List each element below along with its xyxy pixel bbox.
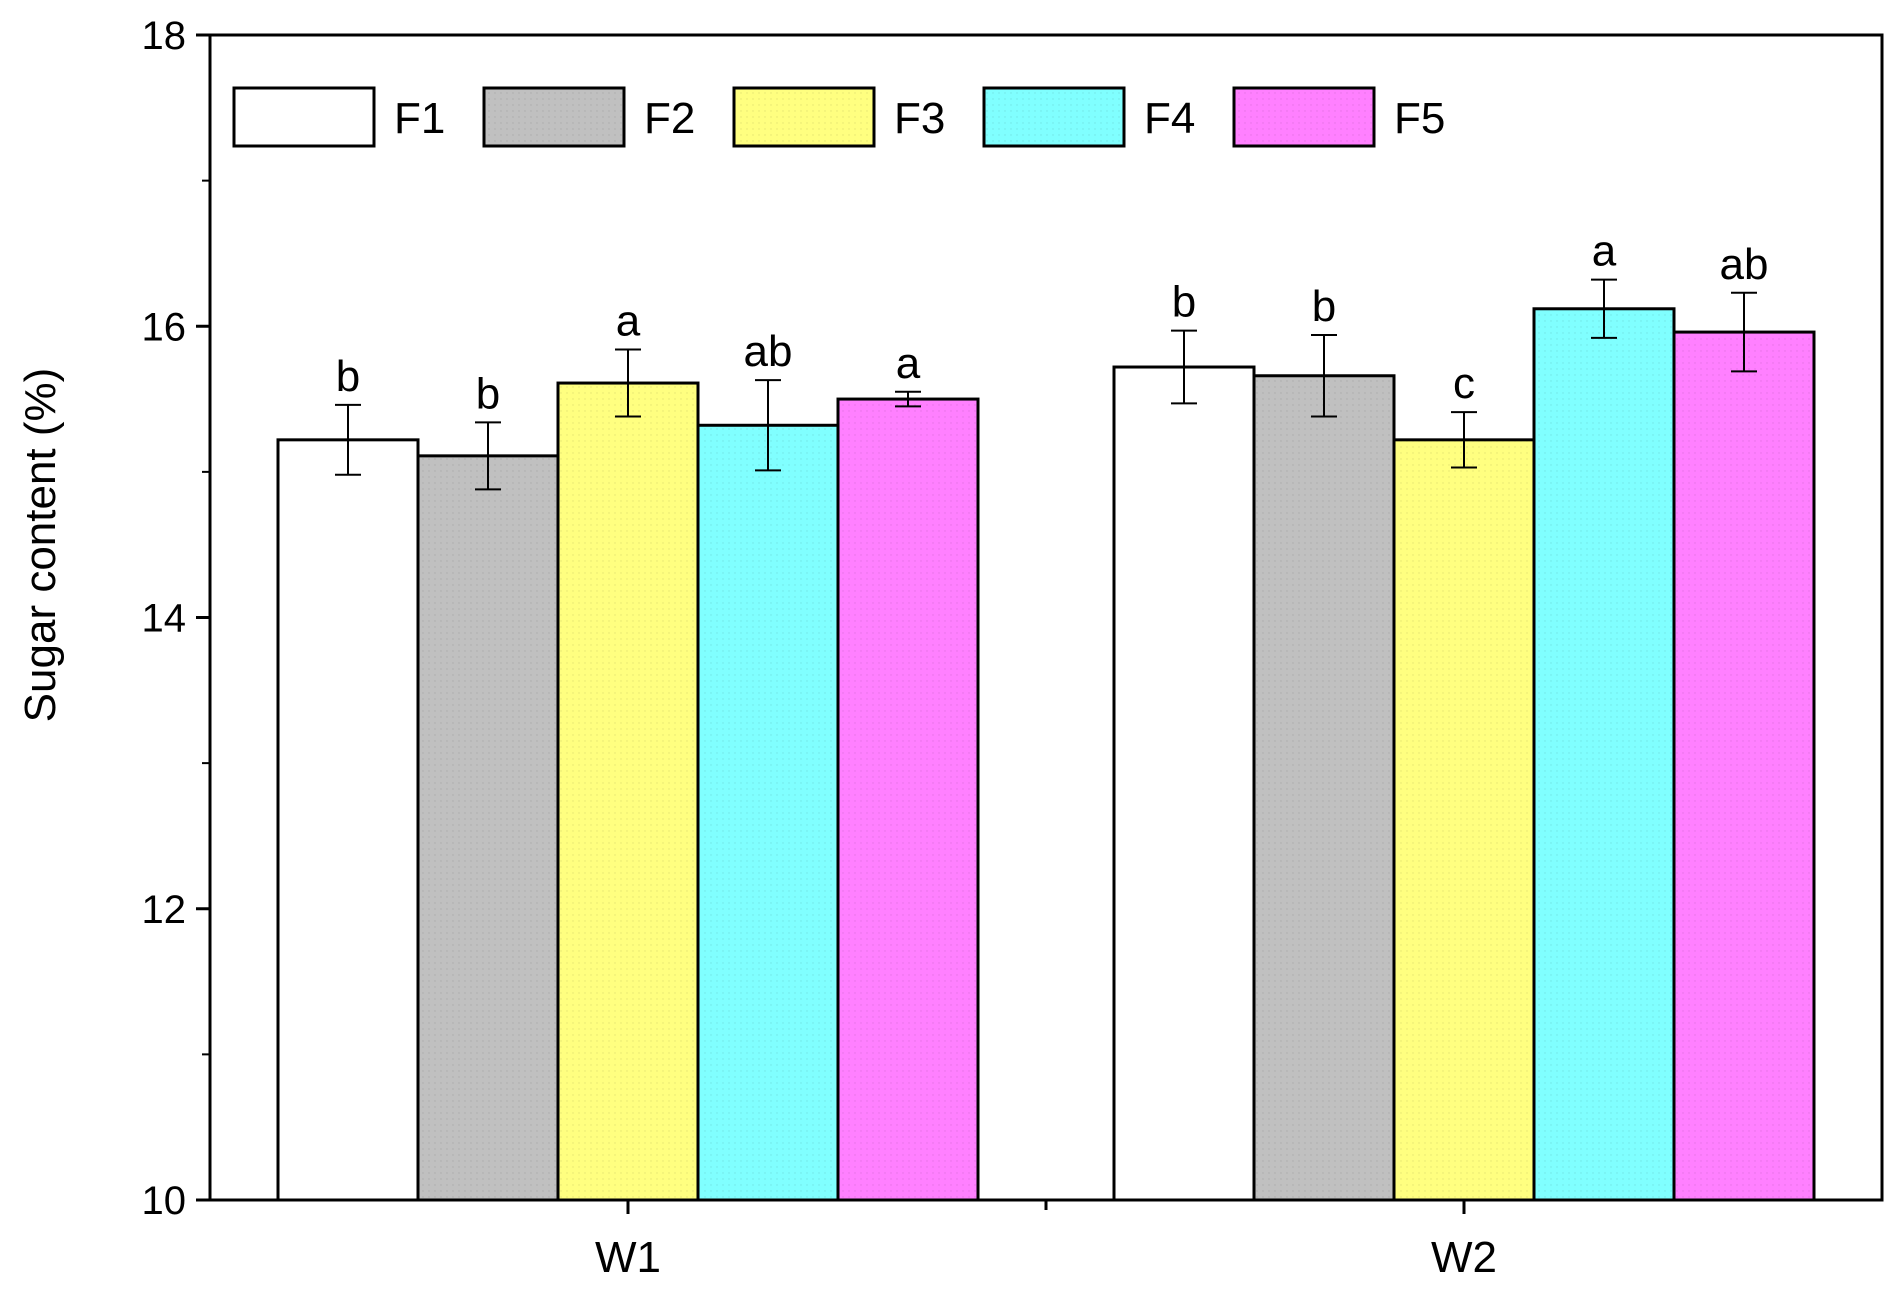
significance-letter: b [336, 352, 360, 401]
significance-letter: c [1453, 359, 1475, 408]
y-tick-label: 16 [142, 305, 187, 349]
significance-letter: a [616, 297, 641, 346]
legend-label-f1: F1 [394, 94, 445, 143]
y-axis-label: Sugar content (%) [16, 368, 65, 723]
y-tick-label: 12 [142, 888, 187, 932]
bar-f2-w1 [416, 454, 560, 1202]
x-tick-label: W2 [1431, 1233, 1497, 1282]
bar-f3-w1 [556, 381, 700, 1202]
legend-swatch-f4 [982, 86, 1126, 148]
legend-label-f5: F5 [1394, 94, 1445, 143]
bar-f3-w2 [1392, 438, 1536, 1202]
bar-f1-w2 [1112, 365, 1256, 1202]
bar-f5-w2 [1672, 330, 1816, 1202]
legend: F1 F2 F3 F4 F5 [232, 86, 1445, 148]
legend-swatch-f1 [232, 86, 376, 148]
legend-label-f3: F3 [894, 94, 945, 143]
y-tick-label: 14 [142, 597, 187, 641]
bar-f1-w1 [276, 438, 420, 1202]
significance-letter: b [1312, 282, 1336, 331]
significance-letter: a [1592, 227, 1617, 276]
bar-f4-w2 [1532, 307, 1676, 1202]
legend-swatch-f2 [482, 86, 626, 148]
significance-letter: a [896, 339, 921, 388]
significance-letter: b [476, 369, 500, 418]
legend-label-f2: F2 [644, 94, 695, 143]
x-tick-label: W1 [595, 1233, 661, 1282]
legend-label-f4: F4 [1144, 94, 1195, 143]
significance-letter: ab [744, 327, 793, 376]
bar-f2-w2 [1252, 374, 1396, 1202]
legend-swatch-f3 [732, 86, 876, 148]
significance-letter: ab [1720, 240, 1769, 289]
legend-swatch-f5 [1232, 86, 1376, 148]
bar-f4-w1 [696, 423, 840, 1202]
y-tick-label: 18 [142, 14, 187, 58]
y-tick-label: 10 [142, 1179, 187, 1223]
axes: 10 12 14 16 18 W1 W2 [142, 14, 1884, 1282]
significance-letter: b [1172, 278, 1196, 327]
bar-f5-w1 [836, 397, 980, 1202]
